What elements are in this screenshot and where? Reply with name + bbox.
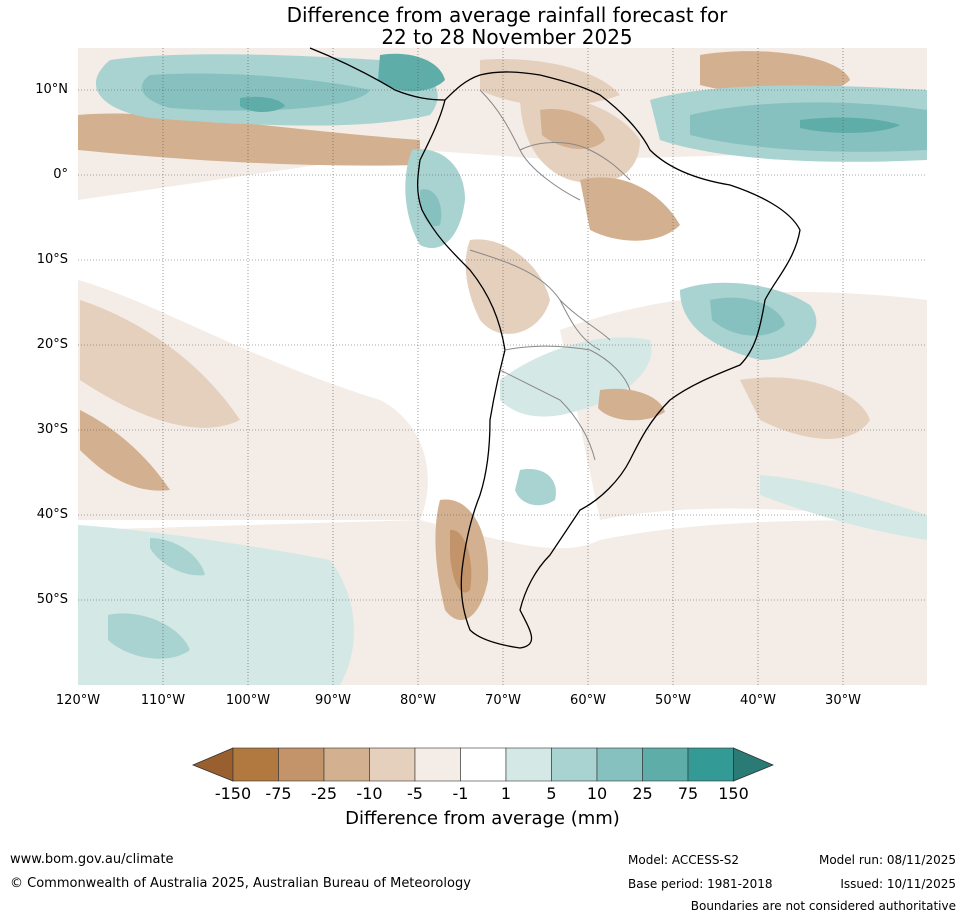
anomaly-region: [80, 300, 240, 428]
colorbar-tick: 10: [586, 784, 608, 803]
colorbar-tick: -5: [407, 784, 423, 803]
colorbar-tick: -25: [310, 784, 338, 803]
footer-model: Model: ACCESS-S2: [628, 853, 740, 867]
country-borders: [469, 89, 631, 461]
footer-model-run: Model run: 08/11/2025: [818, 853, 956, 867]
lon-label-50w: 50°W: [655, 693, 691, 708]
footer-copyright: © Commonwealth of Australia 2025, Austra…: [10, 876, 471, 891]
colorbar-low-arrow: [191, 747, 234, 782]
anomaly-region: [465, 239, 550, 334]
anomaly-region: [500, 337, 652, 417]
colorbar-bin: [687, 747, 734, 782]
footer-base-period: Base period: 1981-2018: [628, 877, 773, 891]
colorbar-bin: [369, 747, 416, 782]
colorbar-tick: 25: [632, 784, 653, 803]
colorbar-tick: 75: [677, 784, 699, 803]
anomaly-region: [378, 53, 445, 92]
anomaly-region: [560, 291, 927, 520]
colorbar-bin: [414, 747, 461, 782]
lon-label-30w: 30°W: [825, 693, 861, 708]
title-line-2: 22 to 28 November 2025: [381, 25, 633, 49]
anomaly-region: [598, 388, 665, 421]
graticule: [78, 48, 927, 685]
colorbar-tick: 150: [718, 784, 749, 803]
anomaly-region: [540, 109, 605, 150]
anomaly-region: [800, 117, 900, 133]
colorbar-tick: 1: [500, 784, 512, 803]
lat-label-10n: 10°N: [35, 82, 68, 97]
colorbar-bin: [232, 747, 279, 782]
map-title: Difference from average rainfall forecas…: [0, 4, 965, 48]
colorbar-bin: [323, 747, 370, 782]
lon-label-100w: 100°W: [225, 693, 271, 708]
lat-label-20s: 20°S: [36, 337, 68, 352]
lon-label-90w: 90°W: [315, 693, 351, 708]
anomaly-region: [480, 59, 620, 106]
colorbar-tick: -10: [356, 784, 383, 803]
anomaly-region: [78, 113, 420, 166]
colorbar-bin: [551, 747, 598, 782]
lon-label-60w: 60°W: [570, 693, 606, 708]
lat-label-0: 0°: [53, 167, 68, 182]
colorbar-bin: [460, 747, 507, 782]
footer-issued: Issued: 10/11/2025: [840, 877, 956, 891]
anomaly-region: [740, 377, 870, 439]
colorbar-tick: -75: [265, 784, 292, 803]
colorbar-bin: [642, 747, 689, 782]
lat-label-50s: 50°S: [36, 592, 68, 607]
colorbar-bin: [596, 747, 643, 782]
colorbar-tick: 5: [546, 784, 557, 803]
colorbar-bin: [505, 747, 552, 782]
rainfall-anomaly-layer: [78, 48, 927, 685]
anomaly-region: [78, 280, 428, 520]
colorbar-tick: -150: [214, 784, 252, 803]
anomaly-region: [141, 73, 370, 111]
lat-label-40s: 40°S: [36, 507, 68, 522]
lat-label-30s: 30°S: [36, 422, 68, 437]
anomaly-region: [760, 475, 927, 540]
title-line-1: Difference from average rainfall forecas…: [286, 3, 728, 27]
colorbar: [191, 747, 775, 782]
anomaly-region: [150, 538, 205, 576]
lon-label-110w: 110°W: [140, 693, 186, 708]
colorbar-label: Difference from average (mm): [345, 808, 620, 829]
anomaly-region: [710, 297, 785, 336]
lon-label-80w: 80°W: [400, 693, 436, 708]
footer-url: www.bom.gov.au/climate: [10, 852, 174, 867]
colorbar-high-arrow: [733, 747, 775, 782]
anomaly-region: [108, 613, 190, 659]
anomaly-region: [515, 469, 556, 506]
lon-label-120w: 120°W: [55, 693, 101, 708]
south-america-coastline: [309, 47, 801, 649]
lon-label-70w: 70°W: [485, 693, 521, 708]
colorbar-bin: [278, 747, 325, 782]
lat-label-10s: 10°S: [36, 252, 68, 267]
colorbar-tick: -1: [452, 784, 469, 803]
anomaly-region: [240, 96, 285, 112]
anomaly-region: [700, 51, 850, 96]
anomaly-region: [580, 177, 680, 241]
lon-label-40w: 40°W: [740, 693, 776, 708]
footer-disclaimer: Boundaries are not considered authoritat…: [690, 899, 956, 913]
